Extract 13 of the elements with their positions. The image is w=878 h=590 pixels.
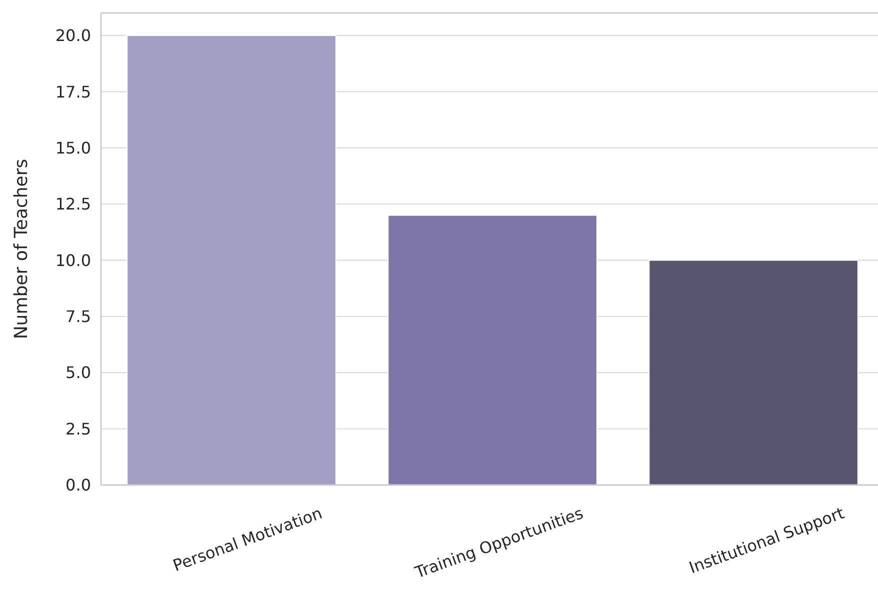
y-tick-label: 2.5 <box>66 419 91 438</box>
y-tick-label: 10.0 <box>55 250 91 270</box>
y-tick-label: 20.0 <box>55 26 91 46</box>
y-tick-label: 17.5 <box>55 82 91 102</box>
y-axis-title: Number of Teachers <box>11 158 32 340</box>
y-tick-label: 5.0 <box>66 363 91 382</box>
y-tick-label: 12.5 <box>55 194 91 214</box>
y-tick-label: 7.5 <box>66 307 91 326</box>
y-tick-label: 0.0 <box>66 476 91 495</box>
bar <box>388 214 598 486</box>
bar <box>648 260 858 486</box>
y-tick-label: 15.0 <box>55 138 91 158</box>
bar <box>126 34 336 486</box>
